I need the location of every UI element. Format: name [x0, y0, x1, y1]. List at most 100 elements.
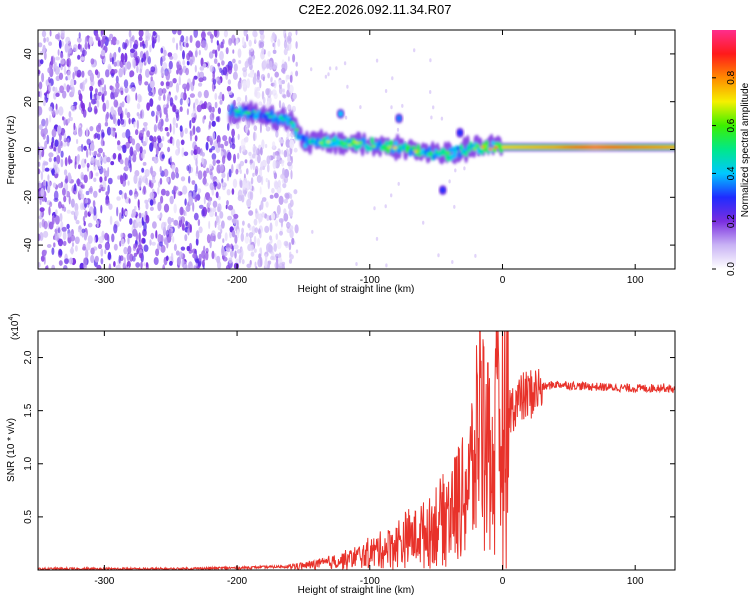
- noise-speck: [48, 114, 52, 123]
- noise-speck: [211, 250, 215, 260]
- noise-speck: [54, 61, 58, 69]
- noise-speck: [286, 222, 291, 227]
- noise-speck: [139, 41, 143, 48]
- noise-speck: [256, 86, 261, 92]
- noise-speck: [41, 218, 45, 228]
- noise-speck: [77, 178, 80, 187]
- signal-peak: [350, 142, 355, 146]
- noise-speck: [38, 81, 43, 90]
- noise-speck: [65, 36, 71, 45]
- noise-speck: [84, 158, 87, 164]
- noise-speck: [172, 236, 175, 243]
- noise-speck: [80, 100, 84, 109]
- noise-speck: [413, 48, 416, 53]
- noise-speck: [293, 147, 298, 153]
- noise-speck: [225, 264, 231, 269]
- noise-speck: [209, 112, 215, 121]
- signal-core: [449, 153, 454, 161]
- noise-speck: [149, 206, 154, 211]
- noise-speck: [106, 156, 111, 163]
- noise-speck: [99, 176, 103, 183]
- noise-speck: [64, 157, 68, 167]
- noise-speck: [211, 230, 216, 237]
- noise-speck: [254, 227, 259, 234]
- noise-speck: [145, 68, 150, 78]
- noise-speck: [206, 167, 210, 174]
- noise-speck: [55, 103, 58, 111]
- noise-speck: [448, 179, 451, 184]
- noise-speck: [110, 126, 114, 136]
- noise-speck: [107, 251, 112, 261]
- noise-speck: [66, 84, 70, 93]
- noise-speck: [228, 257, 233, 264]
- noise-speck: [267, 72, 270, 79]
- noise-speck: [189, 59, 193, 66]
- noise-speck: [214, 101, 218, 109]
- noise-speck: [324, 74, 328, 79]
- noise-speck: [238, 163, 242, 170]
- noise-speck: [60, 140, 63, 149]
- noise-speck: [153, 156, 159, 164]
- noise-speck: [241, 117, 245, 122]
- noise-speck: [240, 138, 246, 147]
- snr-y-tick-label: 0.5: [23, 510, 34, 524]
- snr-frame: [37, 330, 676, 571]
- noise-speck: [180, 176, 186, 182]
- noise-speck: [83, 199, 86, 205]
- noise-speck: [89, 71, 93, 78]
- noise-speck: [59, 85, 64, 94]
- noise-speck: [232, 71, 238, 81]
- noise-speck: [167, 146, 171, 153]
- noise-speck: [198, 127, 201, 133]
- noise-speck: [230, 137, 234, 143]
- noise-speck: [98, 164, 102, 170]
- noise-speck: [194, 135, 198, 142]
- noise-speck: [171, 217, 174, 223]
- noise-speck: [390, 193, 393, 198]
- noise-speck: [195, 158, 198, 167]
- noise-speck: [197, 170, 203, 180]
- noise-speck: [65, 175, 68, 184]
- noise-speck: [91, 98, 96, 105]
- noise-speck: [240, 232, 244, 242]
- noise-speck: [275, 130, 279, 138]
- noise-speck: [256, 237, 261, 247]
- noise-speck: [106, 111, 109, 120]
- noise-speck: [245, 180, 251, 191]
- noise-speck: [52, 86, 56, 92]
- noise-speck: [283, 198, 288, 204]
- noise-speck: [247, 223, 251, 229]
- noise-speck: [123, 166, 129, 172]
- signal-core: [368, 145, 373, 152]
- noise-speck: [179, 106, 183, 112]
- noise-speck: [266, 263, 270, 269]
- noise-speck: [128, 189, 133, 196]
- noise-speck: [241, 227, 245, 234]
- noise-speck: [242, 67, 248, 72]
- noise-speck: [153, 257, 159, 265]
- noise-speck: [287, 82, 290, 91]
- noise-speck: [56, 154, 61, 165]
- noise-speck: [234, 250, 237, 259]
- noise-speck: [41, 30, 47, 38]
- noise-speck: [244, 136, 249, 143]
- noise-speck: [46, 264, 49, 269]
- noise-speck: [216, 40, 219, 46]
- colorbar-ticks: 0.0 0.2 0.4 0.6 0.8: [712, 70, 737, 276]
- noise-speck: [384, 204, 387, 209]
- noise-speck: [73, 79, 77, 86]
- noise-speck: [138, 212, 142, 219]
- noise-speck: [149, 44, 152, 53]
- noise-speck: [58, 72, 64, 81]
- noise-speck: [225, 204, 228, 210]
- noise-speck: [208, 51, 214, 59]
- noise-speck: [60, 158, 64, 168]
- noise-speck: [221, 145, 225, 154]
- noise-speck: [231, 164, 234, 174]
- noise-speck: [239, 145, 242, 154]
- noise-speck: [139, 130, 145, 137]
- snr-x-tick-label: 100: [627, 576, 644, 587]
- noise-speck: [355, 262, 358, 266]
- spectrogram-y-label: Frequency (Hz): [6, 116, 17, 185]
- signal-core: [491, 140, 496, 146]
